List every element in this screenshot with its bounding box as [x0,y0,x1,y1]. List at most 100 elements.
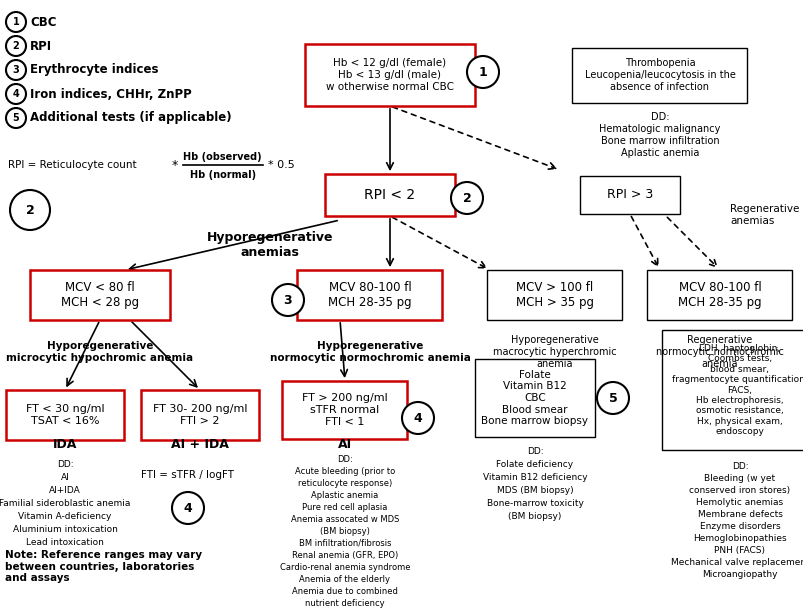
Text: Additional tests (if applicable): Additional tests (if applicable) [30,111,231,124]
Text: 3: 3 [283,293,292,307]
Text: Bone marrow infiltration: Bone marrow infiltration [600,136,719,146]
Bar [6,390,124,440]
Text: FT < 30 ng/ml
TSAT < 16%: FT < 30 ng/ml TSAT < 16% [26,404,104,426]
Bar [282,381,407,439]
Text: Hemolytic anemias: Hemolytic anemias [695,498,783,507]
Circle shape [172,492,204,524]
Bar [297,270,442,320]
Text: FT 30- 200 ng/ml
FTI > 2: FT 30- 200 ng/ml FTI > 2 [153,404,247,426]
Text: DD:: DD: [526,447,543,456]
Text: Hb < 12 g/dl (female)
Hb < 13 g/dl (male)
w otherwise normal CBC: Hb < 12 g/dl (female) Hb < 13 g/dl (male… [325,59,454,92]
Circle shape [597,382,628,414]
Text: AI+IDA: AI+IDA [49,486,81,495]
Text: AI: AI [60,473,69,482]
Text: 4: 4 [13,89,19,99]
Text: Enzyme disorders: Enzyme disorders [699,522,780,531]
Text: AI + IDA: AI + IDA [171,439,229,452]
Bar [30,270,169,320]
Text: conserved iron stores): conserved iron stores) [689,486,789,495]
Text: 3: 3 [13,65,19,75]
Text: Erythrocyte indices: Erythrocyte indices [30,63,158,76]
Text: DD:: DD: [731,462,748,471]
Text: Acute bleeding (prior to: Acute bleeding (prior to [295,467,394,476]
Text: 2: 2 [26,203,35,216]
Circle shape [467,56,499,88]
Text: RPI: RPI [30,39,52,52]
Text: Anemia of the elderly: Anemia of the elderly [300,575,390,584]
Bar [662,330,803,450]
Text: BM infiltration/fibrosis: BM infiltration/fibrosis [299,539,391,548]
Circle shape [6,12,26,32]
Text: Hb (normal): Hb (normal) [190,170,256,180]
Bar [579,176,679,214]
Text: Note: Reference ranges may vary
between countries, laboratories
and assays: Note: Reference ranges may vary between … [5,550,202,583]
Circle shape [450,182,483,214]
Text: Vitamin A-deficiency: Vitamin A-deficiency [18,512,112,521]
Text: LDH, haptoglobin,
Coombs tests,
blood smear,
fragmentocyte quantification,
FACS,: LDH, haptoglobin, Coombs tests, blood sm… [671,344,803,436]
Text: Aluminium intoxication: Aluminium intoxication [13,525,117,534]
Text: Thrombopenia
Leucopenia/leucocytosis in the
absence of infection: Thrombopenia Leucopenia/leucocytosis in … [584,59,735,92]
Text: Regenerative
anemias: Regenerative anemias [729,204,798,226]
Text: Hyporegenerative
macrocytic hyperchromic
anemia: Hyporegenerative macrocytic hyperchromic… [492,335,616,368]
Text: Bleeding (w yet: Bleeding (w yet [703,474,775,483]
Text: reticulocyte response): reticulocyte response) [297,479,392,488]
Text: Hyporegenerative
anemias: Hyporegenerative anemias [206,231,332,259]
Text: Hb (observed): Hb (observed) [183,152,261,162]
Text: MCV < 80 fl
MCH < 28 pg: MCV < 80 fl MCH < 28 pg [61,281,139,309]
Bar [572,47,747,102]
Text: Anemia assocated w MDS: Anemia assocated w MDS [291,515,399,524]
Text: RPI = Reticulocyte count: RPI = Reticulocyte count [8,160,137,170]
Text: Aplastic anemia: Aplastic anemia [620,148,699,158]
Text: 5: 5 [13,113,19,123]
Text: Hyporegenerative
normocytic normochromic anemia: Hyporegenerative normocytic normochromic… [269,341,470,363]
Text: Microangiopathy: Microangiopathy [701,570,777,579]
Text: Folate deficiency: Folate deficiency [495,460,573,469]
Bar [475,359,594,437]
Text: Renal anemia (GFR, EPO): Renal anemia (GFR, EPO) [291,551,397,560]
Text: (BM biopsy): (BM biopsy) [507,512,561,521]
Text: * 0.5: * 0.5 [267,160,295,170]
Text: Regenerative
normocytic normochromic
anemia: Regenerative normocytic normochromic ane… [655,335,783,368]
Text: MCV 80-100 fl
MCH 28-35 pg: MCV 80-100 fl MCH 28-35 pg [678,281,761,309]
Text: Aplastic anemia: Aplastic anemia [311,491,378,500]
Text: Anemia due to combined: Anemia due to combined [291,587,397,596]
Text: PNH (FACS): PNH (FACS) [714,546,764,555]
Bar [646,270,792,320]
Text: AI: AI [337,439,352,452]
Bar [141,390,259,440]
Text: 4: 4 [413,411,422,424]
Text: 2: 2 [13,41,19,51]
Text: Hemoglobinopathies: Hemoglobinopathies [692,534,786,543]
Text: Bone-marrow toxicity: Bone-marrow toxicity [486,499,583,508]
Text: IDA: IDA [53,439,77,452]
Circle shape [6,60,26,80]
Text: nutrient deficiency: nutrient deficiency [305,599,385,608]
Text: Mechanical valve replacement: Mechanical valve replacement [670,558,803,567]
Text: FT > 200 ng/ml
sTFR normal
FTI < 1: FT > 200 ng/ml sTFR normal FTI < 1 [302,394,387,427]
Text: 1: 1 [13,17,19,27]
Text: (BM biopsy): (BM biopsy) [320,527,369,536]
Text: Cardio-renal anemia syndrome: Cardio-renal anemia syndrome [279,563,410,572]
Text: DD:: DD: [336,455,353,464]
Text: 2: 2 [462,192,471,205]
Text: Hyporegenerative
microcytic hypochromic anemia: Hyporegenerative microcytic hypochromic … [6,341,194,363]
Text: Lead intoxication: Lead intoxication [26,538,104,547]
Text: Vitamin B12 deficiency: Vitamin B12 deficiency [482,473,586,482]
Circle shape [6,108,26,128]
Circle shape [271,284,304,316]
Circle shape [6,36,26,56]
Text: MCV > 100 fl
MCH > 35 pg: MCV > 100 fl MCH > 35 pg [516,281,593,309]
Circle shape [402,402,434,434]
Text: DD:: DD: [650,112,668,122]
Text: 5: 5 [608,392,617,405]
Text: Pure red cell aplasia: Pure red cell aplasia [302,503,387,512]
Circle shape [10,190,50,230]
Circle shape [6,84,26,104]
Text: 1: 1 [478,65,487,78]
Text: RPI > 3: RPI > 3 [606,188,652,201]
Text: Iron indices, CHHr, ZnPP: Iron indices, CHHr, ZnPP [30,87,191,100]
Bar [324,174,454,216]
Text: Hematologic malignancy: Hematologic malignancy [598,124,719,134]
Text: MDS (BM biopsy): MDS (BM biopsy) [496,486,573,495]
Bar [487,270,622,320]
